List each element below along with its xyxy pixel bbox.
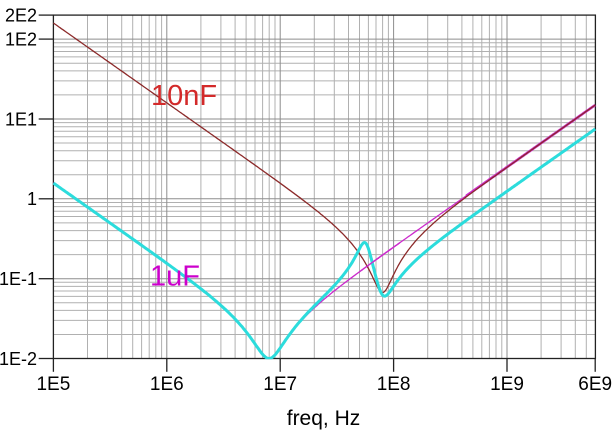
svg-text:1E5: 1E5 [36,374,70,395]
svg-text:6E9: 6E9 [578,374,612,395]
svg-text:1E2: 1E2 [5,29,37,49]
svg-text:2E2: 2E2 [5,5,37,25]
svg-text:1E7: 1E7 [263,374,297,395]
svg-text:freq, Hz: freq, Hz [287,407,361,430]
svg-text:1E-1: 1E-1 [0,269,37,289]
svg-text:1E-2: 1E-2 [0,349,37,369]
svg-text:1: 1 [27,189,37,209]
svg-text:1uF: 1uF [150,261,200,293]
svg-text:1E9: 1E9 [490,374,524,395]
svg-text:10nF: 10nF [151,80,217,112]
svg-text:1E8: 1E8 [377,374,411,395]
svg-text:1E1: 1E1 [5,109,37,129]
svg-text:1E6: 1E6 [150,374,184,395]
